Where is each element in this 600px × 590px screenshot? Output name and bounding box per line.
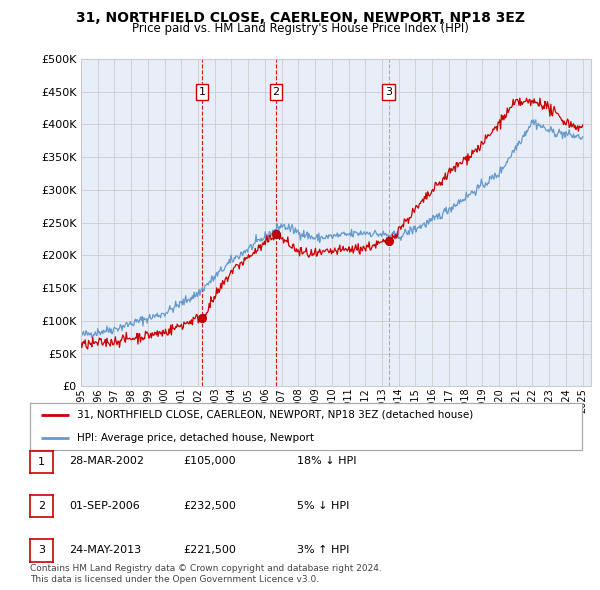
- Text: 2: 2: [38, 502, 45, 511]
- Text: Price paid vs. HM Land Registry's House Price Index (HPI): Price paid vs. HM Land Registry's House …: [131, 22, 469, 35]
- Text: 1: 1: [38, 457, 45, 467]
- Text: £105,000: £105,000: [183, 457, 236, 466]
- Text: Contains HM Land Registry data © Crown copyright and database right 2024.: Contains HM Land Registry data © Crown c…: [30, 565, 382, 573]
- Text: 3: 3: [38, 546, 45, 555]
- Text: £232,500: £232,500: [183, 501, 236, 510]
- Text: 2: 2: [272, 87, 280, 97]
- Text: This data is licensed under the Open Government Licence v3.0.: This data is licensed under the Open Gov…: [30, 575, 319, 584]
- Text: 31, NORTHFIELD CLOSE, CAERLEON, NEWPORT, NP18 3EZ (detached house): 31, NORTHFIELD CLOSE, CAERLEON, NEWPORT,…: [77, 410, 473, 419]
- Text: 31, NORTHFIELD CLOSE, CAERLEON, NEWPORT, NP18 3EZ: 31, NORTHFIELD CLOSE, CAERLEON, NEWPORT,…: [76, 11, 524, 25]
- Text: 3% ↑ HPI: 3% ↑ HPI: [297, 545, 349, 555]
- Text: £221,500: £221,500: [183, 545, 236, 555]
- Text: 1: 1: [199, 87, 205, 97]
- Text: 3: 3: [385, 87, 392, 97]
- Text: 5% ↓ HPI: 5% ↓ HPI: [297, 501, 349, 510]
- Text: 28-MAR-2002: 28-MAR-2002: [69, 457, 144, 466]
- Text: 24-MAY-2013: 24-MAY-2013: [69, 545, 141, 555]
- Text: 18% ↓ HPI: 18% ↓ HPI: [297, 457, 356, 466]
- Text: HPI: Average price, detached house, Newport: HPI: Average price, detached house, Newp…: [77, 434, 314, 443]
- Text: 01-SEP-2006: 01-SEP-2006: [69, 501, 140, 510]
